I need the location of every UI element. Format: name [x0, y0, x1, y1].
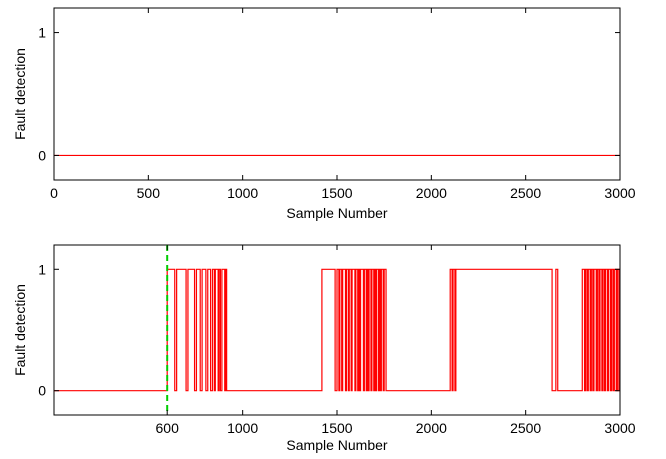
top-y-axis-label: Fault detection	[12, 48, 28, 140]
bottom-y-tick-label: 1	[38, 261, 46, 277]
bottom-x-axis-label: Sample Number	[286, 437, 387, 453]
bottom-series	[54, 268, 620, 392]
top-x-tick-label: 0	[50, 185, 58, 201]
top-plot: 0 500 1000 1500 2000 2500 3000 01 Sample Numbe…	[12, 7, 636, 221]
top-y-tick-label: 0	[38, 147, 46, 163]
bottom-y-tick-label: 0	[38, 383, 46, 399]
top-y-ticks: 01	[38, 25, 620, 163]
bottom-x-tick-label: 2500	[510, 420, 541, 436]
top-x-tick-label: 2500	[510, 185, 541, 201]
top-x-tick-label: 1000	[227, 185, 258, 201]
bottom-x-ticks: 600 1000 1500 2000 2500 3000	[156, 245, 636, 436]
top-x-axis-label: Sample Number	[286, 205, 387, 221]
bottom-x-tick-label: 1000	[227, 420, 258, 436]
top-plot-frame	[53, 7, 621, 181]
top-x-tick-label: 3000	[604, 185, 635, 201]
bottom-x-tick-label: 3000	[604, 420, 635, 436]
bottom-y-ticks: 01	[38, 261, 620, 399]
top-x-tick-label: 2000	[416, 185, 447, 201]
bottom-plot: 600 1000 1500 2000 2500 3000 01 Sample Number…	[12, 244, 636, 453]
top-x-tick-label: 500	[137, 185, 161, 201]
top-y-tick-label: 1	[38, 25, 46, 41]
bottom-x-tick-label: 1500	[321, 420, 352, 436]
top-x-tick-label: 1500	[321, 185, 352, 201]
top-x-ticks: 0 500 1000 1500 2000 2500 3000	[50, 8, 636, 201]
bottom-y-axis-label: Fault detection	[12, 284, 28, 376]
bottom-x-tick-label: 600	[156, 420, 180, 436]
bottom-series-line-0	[54, 268, 620, 392]
bottom-x-tick-label: 2000	[416, 420, 447, 436]
